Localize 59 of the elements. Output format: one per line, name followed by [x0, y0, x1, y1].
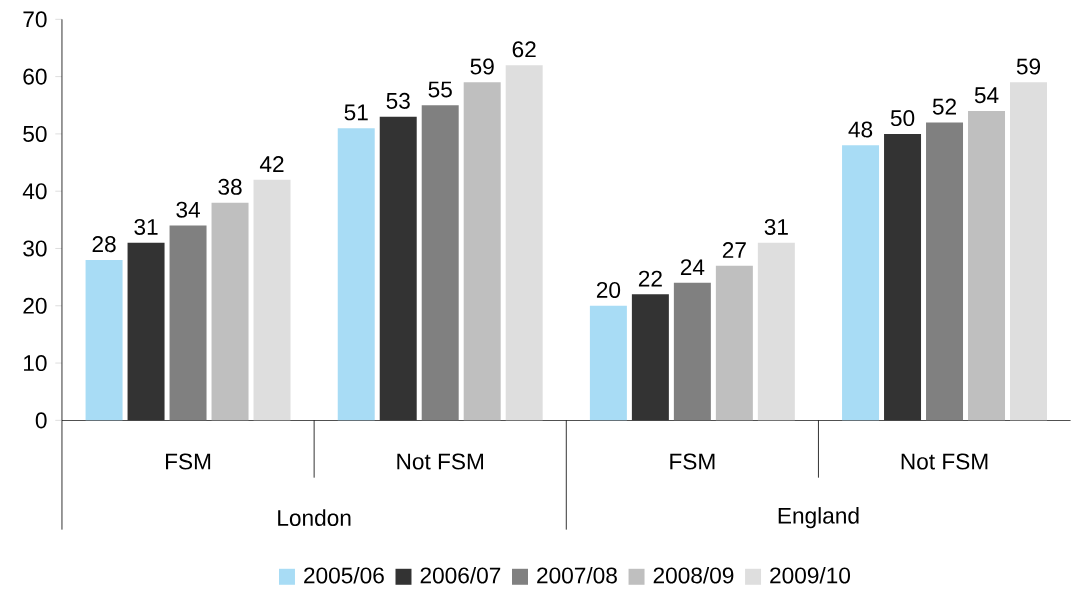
- bar: [589, 305, 627, 421]
- bar: [673, 282, 711, 421]
- y-tick-label: 30: [23, 240, 47, 257]
- text: London: [278, 509, 351, 526]
- data-label: 53: [386, 92, 410, 109]
- bar: [631, 294, 669, 421]
- bar: [127, 242, 165, 421]
- x-tick-label: FSM: [670, 453, 715, 470]
- bar: [463, 82, 501, 421]
- bar: [715, 265, 753, 421]
- bar: [1010, 82, 1047, 421]
- data-label: 59: [470, 58, 494, 75]
- legend-label: 2009/10: [770, 566, 851, 584]
- y-tick-label: 20: [23, 297, 47, 314]
- data-label: 50: [890, 109, 915, 126]
- legend-label: 2007/08: [537, 566, 617, 584]
- bar: [379, 116, 417, 421]
- bar: [337, 128, 375, 421]
- bar: [968, 110, 1006, 421]
- y-tick-label: 0: [35, 412, 47, 429]
- data-label: 51: [344, 104, 368, 121]
- data-label: 31: [764, 218, 788, 235]
- data-label: 59: [1016, 58, 1041, 75]
- legend-label: 2008/09: [653, 566, 734, 584]
- bar: [884, 133, 922, 421]
- data-label: 55: [428, 81, 452, 98]
- y-tick-label: 70: [23, 11, 47, 28]
- y-tick-label: 50: [23, 125, 47, 142]
- data-label: 62: [512, 41, 536, 58]
- x-tick-label: FSM: [166, 453, 211, 470]
- bar: [505, 65, 543, 421]
- bar: [169, 225, 207, 421]
- y-tick-label: 40: [22, 183, 47, 200]
- bar: [842, 145, 880, 421]
- data-label: 34: [176, 201, 200, 218]
- legend-label: 2006/07: [420, 566, 501, 584]
- bar: [757, 242, 795, 421]
- data-label: 54: [974, 87, 999, 104]
- data-label: 28: [92, 235, 116, 253]
- x-tick-label: Not FSM: [397, 453, 484, 470]
- bar: [85, 259, 123, 421]
- y-tick-label: 60: [23, 68, 47, 85]
- data-label: 22: [638, 270, 662, 287]
- data-label: 31: [134, 218, 158, 235]
- text: England: [778, 506, 859, 529]
- data-label: 42: [259, 155, 284, 172]
- bar: [421, 105, 459, 421]
- bar: [253, 179, 291, 421]
- data-label: 52: [932, 98, 956, 115]
- data-label: 27: [722, 241, 746, 258]
- x-tick-label: Not FSM: [901, 453, 988, 470]
- data-label: 24: [680, 259, 705, 275]
- data-label: 20: [596, 281, 621, 298]
- legend-label: 2005/06: [304, 566, 384, 584]
- bar: [926, 122, 964, 421]
- data-label: 48: [848, 121, 873, 138]
- data-label: 38: [218, 178, 242, 195]
- bar: [211, 202, 249, 421]
- y-tick-label: 10: [24, 354, 47, 371]
